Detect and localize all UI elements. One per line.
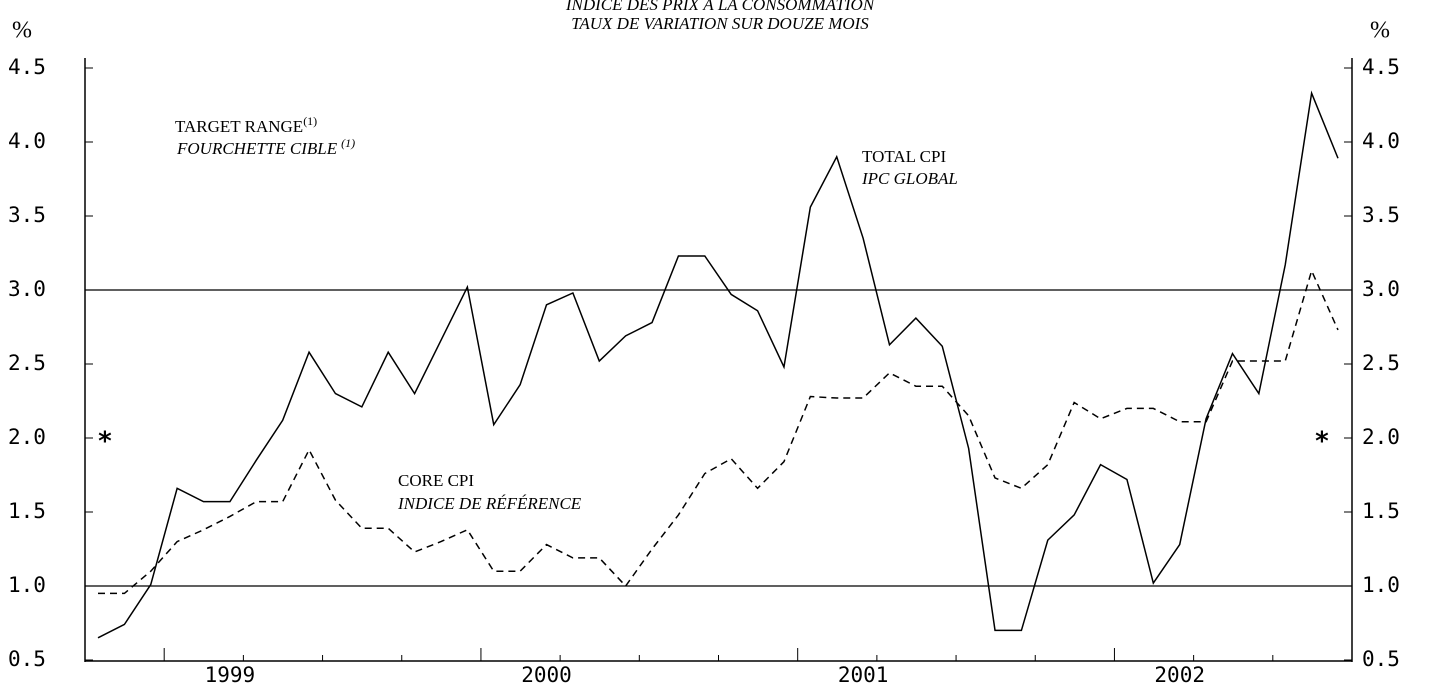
y-tick-label: 3.5 xyxy=(8,203,46,227)
target-note: (1) xyxy=(303,114,317,128)
target-note-fr: (1) xyxy=(341,136,355,150)
series-label-fr: IPC GLOBAL xyxy=(861,169,958,188)
x-tick-label: 2000 xyxy=(521,663,572,687)
y-tick-label: 1.5 xyxy=(8,499,46,523)
target-label-fr-text: FOURCHETTE CIBLE xyxy=(176,139,338,158)
marker: * xyxy=(1314,427,1330,457)
y-tick-label: 3.0 xyxy=(8,277,46,301)
target-label-fr: FOURCHETTE CIBLE (1) xyxy=(176,136,355,158)
x-tick-label: 2001 xyxy=(838,663,889,687)
y-tick-label: 0.5 xyxy=(8,647,46,671)
marker: * xyxy=(97,427,113,457)
series-label-fr: INDICE DE RÉFÉRENCE xyxy=(397,494,582,513)
x-tick-label: 2002 xyxy=(1154,663,1205,687)
target-label: TARGET RANGE(1) xyxy=(175,114,317,136)
y2-tick-label: 4.5 xyxy=(1362,55,1400,79)
y2-unit: % xyxy=(1370,18,1390,44)
y-tick-label: 2.0 xyxy=(8,425,46,449)
y2-tick-label: 4.0 xyxy=(1362,129,1400,153)
series-line xyxy=(97,90,1339,639)
y-tick-label: 1.0 xyxy=(8,573,46,597)
y2-tick-label: 1.5 xyxy=(1362,499,1400,523)
y2-tick-label: 2.5 xyxy=(1362,351,1400,375)
y2-tick-label: 3.0 xyxy=(1362,277,1400,301)
series-label: TOTAL CPI xyxy=(862,147,946,166)
y-tick-label: 4.5 xyxy=(8,55,46,79)
y2-tick-label: 2.0 xyxy=(1362,425,1400,449)
y-unit: % xyxy=(12,18,32,44)
y2-tick-label: 0.5 xyxy=(1362,647,1400,671)
series-line xyxy=(98,268,1339,595)
y2-tick-label: 1.0 xyxy=(1362,573,1400,597)
y-tick-label: 4.0 xyxy=(8,129,46,153)
y2-tick-label: 3.5 xyxy=(1362,203,1400,227)
x-tick-label: 1999 xyxy=(205,663,256,687)
chart-title: INDICE DES PRIX À LA CONSOMMATION xyxy=(565,0,876,14)
chart-subtitle: TAUX DE VARIATION SUR DOUZE MOIS xyxy=(571,14,869,33)
y-tick-label: 2.5 xyxy=(8,351,46,375)
target-label-en: TARGET RANGE xyxy=(175,117,303,136)
series-label: CORE CPI xyxy=(398,471,474,490)
